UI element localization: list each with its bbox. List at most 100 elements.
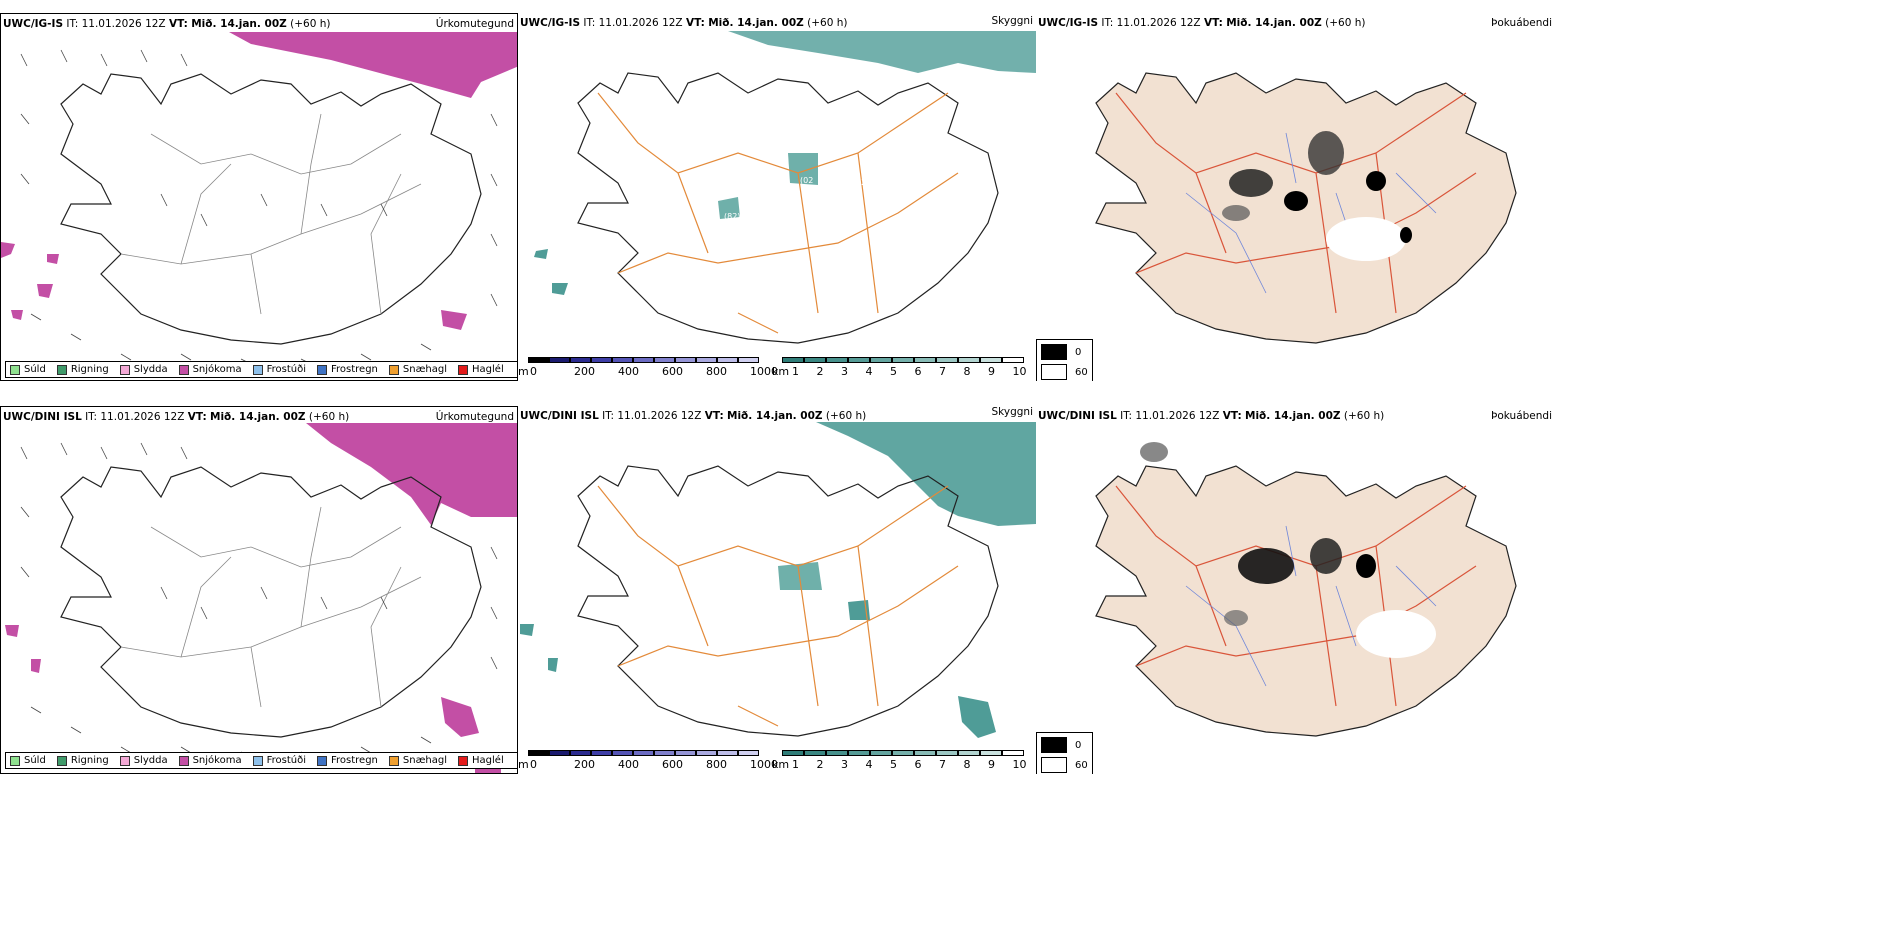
snow-area xyxy=(306,423,517,525)
parameter-label: Úrkomutegund xyxy=(435,411,514,423)
fog-patch xyxy=(1222,205,1250,221)
colorbar-segment xyxy=(738,357,759,363)
colorbar-tick: 9 xyxy=(988,365,995,378)
iceland-coastline xyxy=(60,73,482,345)
colorbar-tick: 4 xyxy=(865,365,873,378)
colorbar-segment xyxy=(848,750,870,756)
colorbar-tick: 7 xyxy=(939,758,946,771)
snow-area xyxy=(47,254,59,264)
iceland-land xyxy=(1095,72,1517,344)
colorbar-segment xyxy=(549,750,570,756)
colorbar-segment xyxy=(549,357,570,363)
low-visibility-area xyxy=(728,31,1036,73)
parameter-label: Skyggni xyxy=(991,406,1034,418)
visibility-map: (02 92 (529 (82) xyxy=(534,31,1036,344)
colorbar-tick: 8 xyxy=(963,758,971,771)
legend-swatch xyxy=(10,755,20,766)
colorbar-tick: 2 xyxy=(816,758,824,771)
precip-type-legend: Súld Rigning Slydda Snjókoma Frostúði Frostre… xyxy=(5,752,517,769)
legend-item: Slydda xyxy=(119,364,168,375)
colorbar-segment xyxy=(591,750,612,756)
colorbar-segment xyxy=(570,357,591,363)
colorbar-tick: 3 xyxy=(841,365,848,378)
iceland-coastline xyxy=(577,465,999,737)
legend-swatch xyxy=(458,755,469,766)
panel-header: UWC/IG-IS IT: 11.01.2026 12Z VT: Mið. 14… xyxy=(520,17,848,29)
legend-swatch xyxy=(178,755,189,766)
fog-patch xyxy=(1140,442,1168,462)
legend-item: Frostúði xyxy=(252,755,306,766)
colorbar-segment xyxy=(826,357,848,363)
colorbar-tick: 5 xyxy=(890,365,897,378)
legend-label: Snæhagl xyxy=(402,364,448,375)
fog-patch xyxy=(1284,191,1308,211)
legend-label: Snæhagl xyxy=(402,755,448,766)
fog-legend: 0 60 xyxy=(1036,339,1093,381)
snow-area xyxy=(11,310,23,320)
panel-fog-dini: UWC/DINI ISL IT: 11.01.2026 12Z VT: Mið.… xyxy=(1036,406,1556,774)
low-visibility-area xyxy=(816,422,1036,526)
fog-patch xyxy=(1400,227,1412,243)
fog-map xyxy=(1095,442,1517,737)
snow-area xyxy=(1,242,15,258)
colorbar-unit: m xyxy=(518,365,529,378)
snow-area xyxy=(31,659,41,673)
vis-value-label: (02 xyxy=(800,176,813,185)
snow-area xyxy=(441,310,467,330)
precip-map xyxy=(5,423,517,773)
iceland-land xyxy=(1095,465,1517,737)
colorbar-tick: 400 xyxy=(618,365,639,378)
low-visibility-area xyxy=(520,624,534,636)
fog-patch xyxy=(1229,169,1273,197)
legend-swatch xyxy=(119,755,130,766)
height-colorbar: m 0 200 400 600 800 1000 xyxy=(518,357,778,379)
legend-label: Frostregn xyxy=(331,364,378,375)
panel-precip-igis: UWC/IG-IS IT: 11.01.2026 12Z VT: Mið. 14… xyxy=(0,13,518,381)
colorbar-tick: 1 xyxy=(792,758,799,771)
legend-item: Rigning xyxy=(56,755,109,766)
colorbar-tick: 5 xyxy=(890,758,897,771)
colorbar-segment xyxy=(696,750,717,756)
legend-label: Súld xyxy=(24,364,46,375)
colorbar-segment xyxy=(848,357,870,363)
panel-fog-igis: UWC/IG-IS IT: 11.01.2026 12Z VT: Mið. 14… xyxy=(1036,13,1556,381)
parameter-label: Skyggni xyxy=(991,15,1034,27)
legend-swatch xyxy=(388,755,399,766)
colorbar-segment xyxy=(914,357,936,363)
colorbar-tick: 7 xyxy=(939,365,946,378)
colorbar-tick: 1000 xyxy=(750,365,778,378)
legend-label: Haglél xyxy=(472,755,504,766)
fog-legend: 0 60 xyxy=(1036,732,1093,774)
precip-type-legend: Súld Rigning Slydda Snjókoma Frostúði Frostre… xyxy=(5,361,517,378)
colorbar-segment xyxy=(826,750,848,756)
colorbar-tick: 6 xyxy=(914,758,922,771)
legend-label: Slydda xyxy=(133,755,168,766)
legend-item: Snæhagl xyxy=(388,755,448,766)
legend-item: Súld xyxy=(10,364,46,375)
legend-swatch xyxy=(458,364,469,375)
visibility-colorbar: km 1 2 3 4 5 6 7 8 9 10 xyxy=(772,750,1036,772)
legend-item: Snæhagl xyxy=(388,364,448,375)
panel-header: UWC/DINI ISL IT: 11.01.2026 12Z VT: Mið.… xyxy=(520,410,867,422)
colorbar-segment xyxy=(936,750,958,756)
colorbar-segment xyxy=(738,750,759,756)
panel-header: UWC/DINI ISL IT: 11.01.2026 12Z VT: Mið.… xyxy=(3,411,350,423)
roads xyxy=(597,485,959,727)
fog-patch xyxy=(1308,131,1344,175)
colorbar-tick: 1000 xyxy=(750,758,778,771)
legend-item: Rigning xyxy=(56,364,109,375)
legend-swatch xyxy=(252,755,263,766)
legend-swatch xyxy=(56,755,67,766)
roads xyxy=(120,113,422,315)
iceland-coastline xyxy=(60,466,482,738)
colorbar-segment xyxy=(717,357,738,363)
colorbar-segment xyxy=(892,357,914,363)
colorbar-tick: 600 xyxy=(662,758,683,771)
colorbar-unit: km xyxy=(772,365,790,378)
legend-label: Súld xyxy=(24,755,46,766)
legend-item: Haglél xyxy=(458,364,504,375)
colorbar-segment xyxy=(528,750,549,756)
panel-header: UWC/IG-IS IT: 11.01.2026 12Z VT: Mið. 14… xyxy=(1038,17,1366,29)
fog-patch xyxy=(1310,538,1342,574)
colorbar-segment xyxy=(782,750,804,756)
